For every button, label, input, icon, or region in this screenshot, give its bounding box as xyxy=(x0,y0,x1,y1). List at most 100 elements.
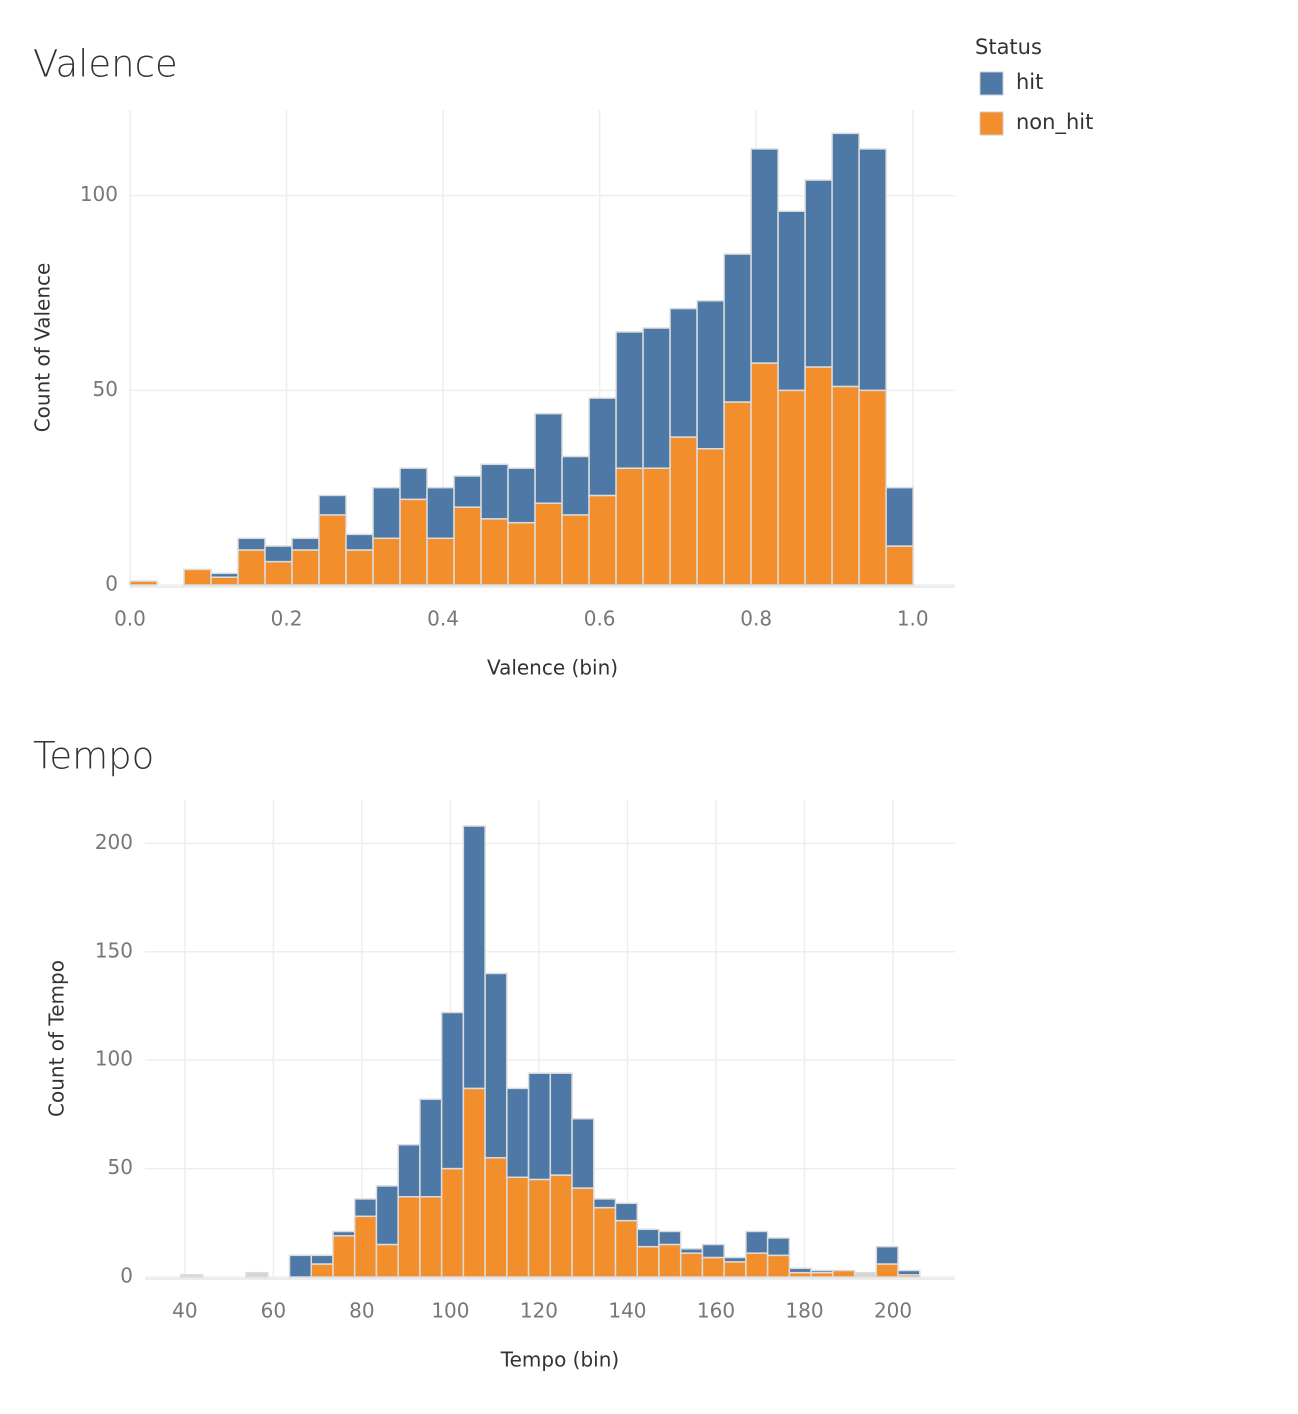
bar xyxy=(766,1237,791,1257)
bar xyxy=(210,576,239,586)
bar xyxy=(642,467,671,586)
y-axis-title: Count of Valence xyxy=(31,263,55,433)
bar xyxy=(345,533,374,551)
x-tick-label: 120 xyxy=(520,1299,558,1323)
bar xyxy=(593,1206,617,1278)
bar xyxy=(593,1198,617,1209)
bar xyxy=(484,972,508,1159)
bar xyxy=(507,467,536,524)
bar xyxy=(669,307,698,438)
bar xyxy=(831,132,860,388)
bar xyxy=(453,506,482,586)
bar xyxy=(399,467,428,501)
bar xyxy=(701,1256,725,1278)
bar xyxy=(832,1269,856,1278)
bar xyxy=(766,1254,791,1278)
bar xyxy=(696,300,725,450)
x-tick-label: 100 xyxy=(431,1299,469,1323)
bar xyxy=(534,502,563,586)
bar xyxy=(237,549,266,586)
x-tick-label: 0.6 xyxy=(584,607,616,631)
bar xyxy=(419,1196,443,1278)
y-tick-label: 150 xyxy=(95,938,133,962)
bar xyxy=(397,1143,421,1198)
bar xyxy=(875,1245,899,1265)
y-tick-label: 0 xyxy=(105,572,118,596)
bar xyxy=(353,1198,378,1218)
bar xyxy=(375,1243,399,1278)
bar xyxy=(658,1243,682,1278)
bar xyxy=(745,1252,769,1278)
bar xyxy=(426,537,455,586)
bar xyxy=(332,1230,356,1237)
bar xyxy=(745,1230,769,1254)
bar xyxy=(506,1087,530,1179)
x-axis-title: Valence (bin) xyxy=(487,656,618,680)
bar xyxy=(375,1185,399,1246)
bar xyxy=(858,389,887,586)
bar xyxy=(750,362,779,586)
bar xyxy=(549,1174,573,1278)
y-tick-label: 200 xyxy=(95,830,133,854)
bar xyxy=(372,486,401,540)
bar xyxy=(353,1215,378,1278)
x-tick-label: 0.2 xyxy=(271,607,303,631)
bar xyxy=(291,549,320,586)
bar xyxy=(588,397,617,497)
bar xyxy=(723,253,752,403)
bar xyxy=(571,1187,595,1278)
bar xyxy=(669,436,698,586)
bar xyxy=(875,1263,899,1278)
bar xyxy=(897,1269,921,1276)
bar xyxy=(701,1243,725,1259)
bar xyxy=(750,148,779,364)
bar xyxy=(332,1235,356,1278)
bar xyxy=(310,1254,334,1265)
bar xyxy=(453,475,482,508)
bar xyxy=(480,518,509,586)
bar xyxy=(534,412,563,504)
x-tick-label: 140 xyxy=(608,1299,646,1323)
bar xyxy=(777,210,806,392)
bar xyxy=(723,1256,747,1263)
bar xyxy=(777,389,806,586)
bar xyxy=(310,1263,334,1278)
bar xyxy=(788,1267,812,1274)
bar xyxy=(462,825,486,1090)
bar xyxy=(615,331,644,469)
bar xyxy=(588,494,617,586)
x-axis-title: Tempo (bin) xyxy=(500,1348,619,1372)
x-tick-label: 80 xyxy=(349,1299,374,1323)
bar xyxy=(372,537,401,586)
x-tick-label: 1.0 xyxy=(897,607,929,631)
bar xyxy=(561,455,590,516)
bar xyxy=(440,1011,465,1170)
bar xyxy=(180,1274,204,1278)
bar xyxy=(885,545,914,586)
bar xyxy=(804,179,833,368)
bar xyxy=(723,401,752,586)
bar xyxy=(210,572,239,578)
bar xyxy=(831,385,860,586)
legend-swatch xyxy=(979,71,1004,96)
bar xyxy=(345,549,374,586)
bar xyxy=(527,1072,552,1181)
bar xyxy=(810,1269,834,1274)
bar xyxy=(723,1261,747,1278)
bar xyxy=(636,1245,660,1278)
bar xyxy=(484,1157,508,1278)
bar xyxy=(858,148,887,392)
bar xyxy=(615,467,644,586)
bar xyxy=(264,560,293,586)
bar xyxy=(291,537,320,551)
bar xyxy=(507,521,536,586)
bar xyxy=(237,537,266,551)
y-axis-title: Count of Tempo xyxy=(45,960,69,1117)
legend-title: Status xyxy=(975,35,1042,59)
bar xyxy=(853,1271,878,1278)
legend-label: hit xyxy=(1016,70,1043,94)
bar xyxy=(527,1178,552,1278)
bar xyxy=(561,514,590,586)
bar xyxy=(480,463,509,520)
bar xyxy=(696,447,725,586)
